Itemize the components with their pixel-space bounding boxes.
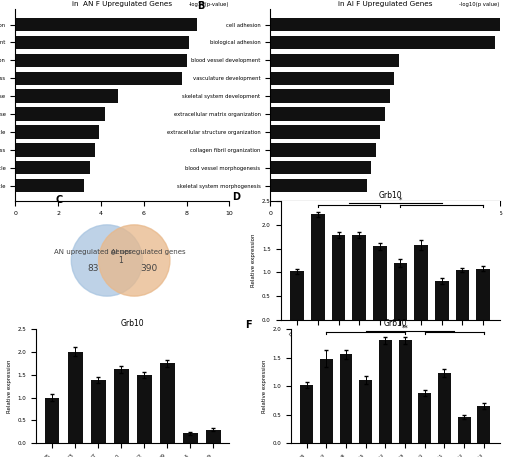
Bar <box>378 340 391 443</box>
Bar <box>310 214 324 320</box>
Bar <box>270 18 499 31</box>
Text: -log10(p-value): -log10(p-value) <box>189 2 229 7</box>
Bar <box>159 363 174 443</box>
Bar <box>15 72 182 85</box>
Ellipse shape <box>71 225 143 296</box>
Bar <box>15 179 83 192</box>
Bar <box>476 406 489 443</box>
Bar <box>15 18 197 31</box>
Text: F: F <box>244 320 251 330</box>
Bar <box>475 269 489 320</box>
Text: AN F: AN F <box>342 366 354 371</box>
Text: AN upregulated genes: AN upregulated genes <box>53 249 131 255</box>
Bar <box>136 375 151 443</box>
Bar <box>352 235 365 320</box>
Text: AN P: AN P <box>435 366 447 371</box>
Text: *: * <box>398 197 402 203</box>
Bar <box>457 417 470 443</box>
Bar <box>270 107 384 121</box>
Bar <box>414 245 427 320</box>
Text: 83: 83 <box>87 264 98 273</box>
Bar <box>15 161 90 175</box>
Bar <box>270 161 371 175</box>
Text: **: ** <box>401 324 408 330</box>
Bar <box>373 246 386 320</box>
Bar <box>339 354 352 443</box>
Bar <box>67 352 82 443</box>
Title: TOP 10 Enrichment in Biological Process
in AI F Upregulated Genes: TOP 10 Enrichment in Biological Process … <box>312 0 457 7</box>
Title: Grb10: Grb10 <box>121 319 144 328</box>
Y-axis label: Relative expression: Relative expression <box>7 359 12 413</box>
Bar <box>398 340 411 443</box>
Bar <box>290 271 303 320</box>
Bar <box>15 90 118 103</box>
Bar <box>270 72 393 85</box>
Bar <box>15 143 94 157</box>
Y-axis label: Relative expression: Relative expression <box>261 359 266 413</box>
Bar <box>331 235 345 320</box>
Text: 390: 390 <box>139 264 157 273</box>
Bar <box>205 430 220 443</box>
Text: B: B <box>196 1 204 11</box>
Bar <box>437 373 450 443</box>
Bar <box>270 90 389 103</box>
Bar <box>270 53 398 67</box>
Y-axis label: Relative expression: Relative expression <box>251 234 256 287</box>
Bar <box>182 433 197 443</box>
Bar <box>15 107 105 121</box>
Bar <box>455 270 468 320</box>
Ellipse shape <box>98 225 169 296</box>
Text: AI upregulated genes: AI upregulated genes <box>111 249 185 255</box>
Bar <box>270 143 375 157</box>
Bar <box>114 369 128 443</box>
Bar <box>300 385 313 443</box>
Bar <box>417 393 430 443</box>
Bar <box>15 36 188 49</box>
Bar <box>393 263 406 320</box>
Bar <box>434 281 447 320</box>
Bar <box>319 359 332 443</box>
Bar <box>44 398 60 443</box>
Text: 1: 1 <box>118 256 123 265</box>
Bar <box>270 179 366 192</box>
Text: -log10(p value): -log10(p value) <box>459 2 499 7</box>
Bar <box>91 380 105 443</box>
Bar <box>15 125 99 138</box>
Title: Grb10: Grb10 <box>383 319 406 328</box>
Text: C: C <box>56 195 63 205</box>
Bar <box>359 380 372 443</box>
Text: D: D <box>232 191 240 202</box>
Title: TOP 10 Enrichment in Biological Process
in  AN F Upregulated Genes: TOP 10 Enrichment in Biological Process … <box>50 0 194 7</box>
Bar <box>15 53 186 67</box>
Bar <box>270 125 380 138</box>
Bar <box>270 36 494 49</box>
Title: Grb10: Grb10 <box>378 191 401 200</box>
